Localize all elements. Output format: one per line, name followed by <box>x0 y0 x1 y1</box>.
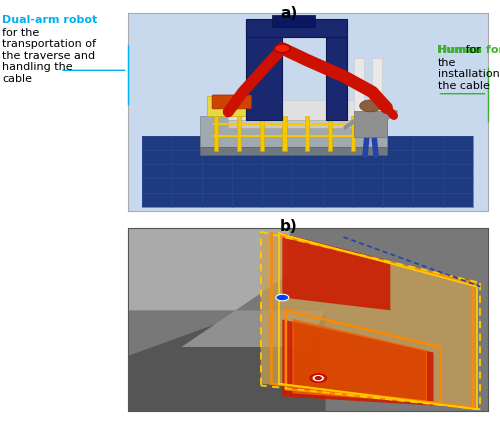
Bar <box>305 116 310 151</box>
Bar <box>372 58 382 128</box>
Text: a): a) <box>280 6 297 21</box>
Bar <box>350 116 355 151</box>
FancyBboxPatch shape <box>354 111 386 137</box>
Text: Dual-arm robot: Dual-arm robot <box>2 15 98 25</box>
Circle shape <box>360 100 382 112</box>
Polygon shape <box>128 310 326 411</box>
Polygon shape <box>293 320 426 402</box>
Bar <box>236 116 241 151</box>
Bar <box>354 58 364 128</box>
Bar <box>326 37 347 120</box>
Text: Human: Human <box>438 45 482 55</box>
Bar <box>246 21 282 120</box>
Polygon shape <box>228 120 358 128</box>
Bar <box>282 116 286 151</box>
Text: the
installation of
the cable: the installation of the cable <box>438 58 500 91</box>
Polygon shape <box>282 320 434 406</box>
Polygon shape <box>206 96 279 116</box>
Bar <box>328 116 332 151</box>
Text: b): b) <box>280 219 298 234</box>
Polygon shape <box>200 147 386 155</box>
Polygon shape <box>282 233 391 310</box>
Circle shape <box>276 294 289 301</box>
Polygon shape <box>142 135 473 207</box>
Text: for: for <box>462 45 481 55</box>
Polygon shape <box>128 228 290 310</box>
Bar <box>260 116 264 151</box>
FancyBboxPatch shape <box>128 228 488 411</box>
Polygon shape <box>200 116 386 147</box>
Bar <box>214 116 218 151</box>
Text: Human for: Human for <box>438 45 500 55</box>
Bar <box>246 19 347 37</box>
Bar <box>272 15 314 27</box>
Polygon shape <box>228 100 358 120</box>
Text: for the
transportation of
the traverse and
handling the
cable: for the transportation of the traverse a… <box>2 28 96 84</box>
Polygon shape <box>182 310 326 347</box>
FancyBboxPatch shape <box>212 95 252 109</box>
FancyBboxPatch shape <box>128 13 488 211</box>
Circle shape <box>274 44 290 53</box>
Polygon shape <box>260 233 476 407</box>
